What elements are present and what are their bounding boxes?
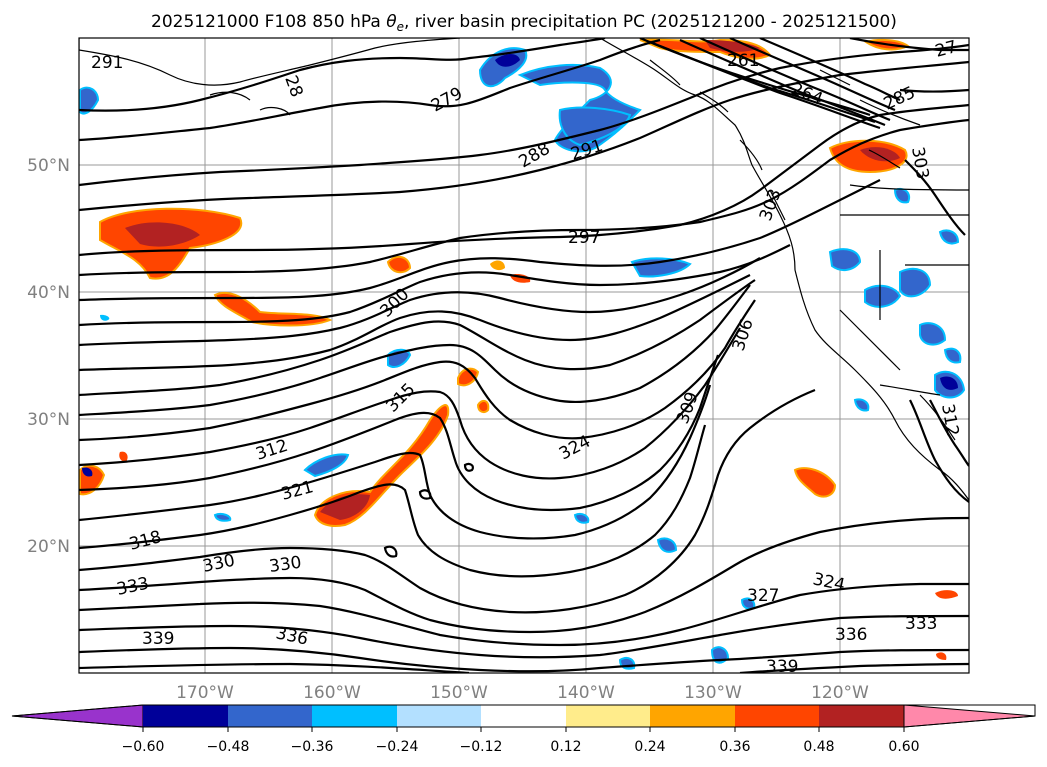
lon-label: 130°W xyxy=(684,683,742,703)
colorbar-extend-low xyxy=(11,704,144,728)
colorbar-segment xyxy=(397,705,481,727)
colorbar: −0.60 −0.48 −0.36 −0.24 −0.12 0.12 0.24 … xyxy=(11,704,1036,755)
colorbar-segment xyxy=(735,705,819,727)
colorbar-segment xyxy=(650,705,735,727)
latitude-labels: 50°N 40°N 30°N 20°N xyxy=(27,156,70,557)
contour-label: 339 xyxy=(766,657,798,677)
lon-label: 120°W xyxy=(811,683,869,703)
colorbar-segment xyxy=(228,705,312,727)
colorbar-segment xyxy=(143,705,228,727)
colorbar-tick-label: −0.48 xyxy=(207,739,250,755)
colorbar-tick-label: −0.60 xyxy=(122,739,165,755)
colorbar-tick-label: 0.36 xyxy=(719,739,750,755)
figure-title: 2025121000 F108 850 hPa θe, river basin … xyxy=(151,12,897,34)
colorbar-tick-label: −0.36 xyxy=(291,739,334,755)
colorbar-tick-label: −0.24 xyxy=(376,739,419,755)
contour-label: 330 xyxy=(268,553,303,577)
contour-label: 291 xyxy=(91,53,123,73)
colorbar-tick-label: 0.48 xyxy=(803,739,834,755)
colorbar-segment xyxy=(566,705,650,727)
colorbar-segment xyxy=(481,705,566,727)
contour-label: 327 xyxy=(747,586,779,606)
lon-label: 170°W xyxy=(176,683,234,703)
lon-label: 140°W xyxy=(557,683,615,703)
theta-e-contours xyxy=(79,38,969,673)
contour-label: 336 xyxy=(835,625,867,645)
lat-label: 50°N xyxy=(27,156,70,176)
contour-label: 261 xyxy=(727,51,759,71)
lat-label: 30°N xyxy=(27,410,70,430)
colorbar-tick-label: 0.24 xyxy=(634,739,665,755)
contour-label: 333 xyxy=(905,614,937,634)
colorbar-segment xyxy=(312,705,397,727)
contour-label: 297 xyxy=(568,228,600,248)
longitude-labels: 170°W 160°W 150°W 140°W 130°W 120°W xyxy=(176,683,869,703)
colorbar-extend-high xyxy=(903,704,1036,728)
contour-label: 339 xyxy=(142,629,174,649)
map-frame xyxy=(78,37,970,674)
lat-label: 20°N xyxy=(27,537,70,557)
colorbar-tick-label: 0.12 xyxy=(550,739,581,755)
lon-label: 150°W xyxy=(430,683,488,703)
colorbar-segment xyxy=(819,705,904,727)
colorbar-tick-label: −0.12 xyxy=(460,739,503,755)
colorbar-tick-label: 0.60 xyxy=(888,739,919,755)
lon-label: 160°W xyxy=(303,683,361,703)
lat-label: 40°N xyxy=(27,283,70,303)
